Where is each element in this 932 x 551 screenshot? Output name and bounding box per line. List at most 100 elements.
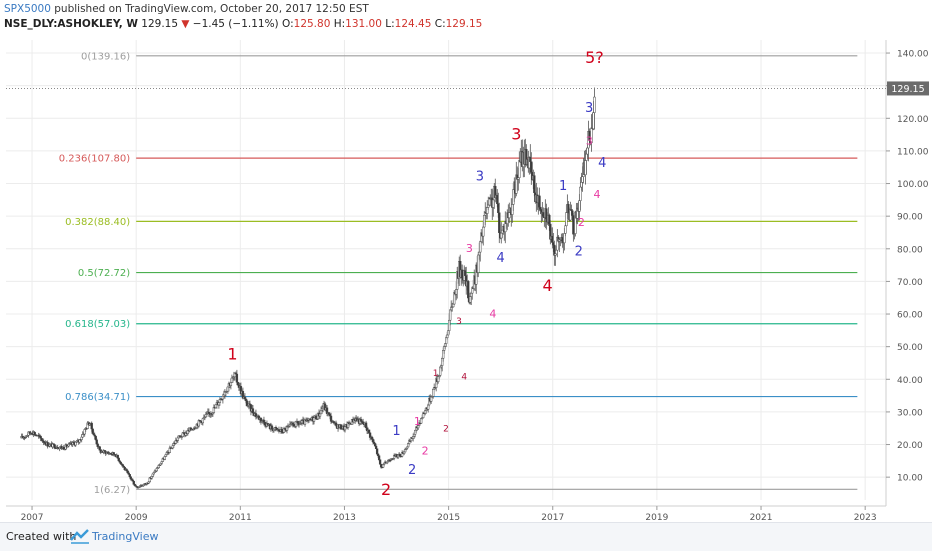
y-tick-label: 70.00 <box>897 278 923 288</box>
y-tick-label: 50.00 <box>897 343 923 353</box>
wave-label: 4 <box>489 307 496 320</box>
low-label: L: <box>385 18 395 30</box>
chart-header: SPX5000 published on TradingView.com, Oc… <box>0 0 932 36</box>
wave-label: 4 <box>594 188 601 201</box>
candle-body <box>163 456 166 460</box>
time-axis[interactable]: 2007 2009 2011 2013 2015 2017 2019 2021 2023 <box>6 505 886 522</box>
y-tick-label: 10.00 <box>897 474 923 484</box>
fib-level-label: 0.236(107.80) <box>59 154 131 165</box>
price-chart[interactable]: 0(139.16) 0.236(107.80) 0.382(88.40) 0.5(72… <box>0 0 932 522</box>
open-label: O: <box>282 18 294 30</box>
fibonacci-retracement[interactable]: 0(139.16) 0.236(107.80) 0.382(88.40) 0.5(72… <box>59 51 858 496</box>
x-tick-label: 2021 <box>750 513 773 522</box>
y-tick-label: 60.00 <box>897 311 923 321</box>
y-tick-label: 30.00 <box>897 408 923 418</box>
close-value: 129.15 <box>445 18 483 30</box>
x-tick-label: 2015 <box>437 513 460 522</box>
y-tick-label: 120.00 <box>897 115 929 125</box>
price-axis[interactable]: 10.00 20.00 30.00 40.00 50.00 60.00 70.00 80.00… <box>6 40 929 506</box>
y-tick-label: 20.00 <box>897 441 923 451</box>
tradingview-logo-icon[interactable] <box>70 528 90 544</box>
x-tick-label: 2007 <box>21 513 44 522</box>
wave-label: 3 <box>585 101 593 116</box>
close-label: C: <box>434 18 446 30</box>
candle-body <box>176 437 179 441</box>
wave-label: 2 <box>575 244 583 259</box>
x-tick-label: 2013 <box>333 513 356 522</box>
price-series <box>20 87 596 489</box>
published-text: published on TradingView.com, October 20… <box>54 3 369 15</box>
wave-label: 1 <box>414 415 421 428</box>
tradingview-link[interactable]: TradingView <box>92 530 159 543</box>
fib-level-label: 0.382(88.40) <box>65 217 130 228</box>
ohlc-line: NSE_DLY:ASHOKLEY, W 129.15 ▼ −1.45 (−1.1… <box>4 18 482 30</box>
fib-level-label: 1(6.27) <box>94 485 131 496</box>
low-value: 124.45 <box>394 18 432 30</box>
candle-body <box>482 226 485 237</box>
wave-label: 3 <box>466 242 473 255</box>
candle-body <box>98 446 101 451</box>
x-tick-label: 2009 <box>125 513 148 522</box>
candle-body <box>374 445 378 449</box>
candle-body <box>318 413 322 417</box>
chart-grid <box>6 40 886 500</box>
x-tick-label: 2011 <box>229 513 252 522</box>
y-tick-label: 100.00 <box>897 180 929 190</box>
candle-body <box>479 241 482 253</box>
footer-bar: Created with TradingView <box>0 522 932 551</box>
candle-body <box>229 382 233 386</box>
candle-body <box>129 476 132 480</box>
author-link[interactable]: SPX5000 <box>4 3 51 15</box>
y-tick-label: 90.00 <box>897 213 923 223</box>
candle-body <box>461 269 464 279</box>
price-change: −1.45 (−1.11%) <box>192 18 279 30</box>
candle-body <box>593 96 596 113</box>
candle-body <box>564 225 567 234</box>
high-label: H: <box>333 18 346 30</box>
last-price-tag-label: 129.15 <box>891 84 924 95</box>
wave-label: 2 <box>381 480 391 499</box>
change-arrow-icon: ▼ <box>181 18 190 30</box>
fib-level-label: 0(139.16) <box>81 51 130 62</box>
fib-level-label: 0.786(34.71) <box>65 392 130 403</box>
wave-label: 1 <box>227 345 237 364</box>
wave-label: 1 <box>559 179 567 194</box>
wave-label: 2 <box>408 463 416 478</box>
wave-label: 3 <box>476 169 484 184</box>
x-tick-label: 2019 <box>645 513 668 522</box>
candle-body <box>378 459 382 465</box>
candle-body <box>379 463 383 468</box>
candle-body <box>432 388 435 397</box>
wave-label: 2 <box>578 216 585 229</box>
candle-body <box>518 160 521 178</box>
y-tick-label: 110.00 <box>897 147 929 157</box>
wave-label: 4 <box>461 372 467 382</box>
wave-label: 4 <box>598 156 606 171</box>
y-tick-label: 140.00 <box>897 50 929 60</box>
wave-label: 3 <box>456 317 462 327</box>
wave-label: 3 <box>586 134 593 147</box>
created-with-text: Created with <box>6 530 77 543</box>
wave-label: 4 <box>542 276 552 295</box>
x-tick-label: 2023 <box>854 513 877 522</box>
wave-label: 4 <box>497 251 505 266</box>
wave-label: 2 <box>422 444 429 457</box>
candle-body <box>430 396 433 402</box>
fib-level-label: 0.5(72.72) <box>78 268 130 279</box>
fib-level-label: 0.618(57.03) <box>65 319 130 330</box>
y-tick-label: 80.00 <box>897 245 923 255</box>
candle-body <box>508 212 511 219</box>
wave-label: 5? <box>585 48 604 67</box>
wave-label: 1 <box>392 424 400 439</box>
high-value: 131.00 <box>345 18 382 30</box>
wave-label: 3 <box>511 125 521 144</box>
open-value: 125.80 <box>293 18 331 30</box>
candle-body <box>235 373 239 383</box>
candle-body <box>377 455 381 460</box>
candle-body <box>572 215 575 235</box>
last-price: 129.15 <box>141 18 179 30</box>
symbol-label: NSE_DLY:ASHOKLEY, W <box>4 18 138 30</box>
publish-line: SPX5000 published on TradingView.com, Oc… <box>4 3 369 15</box>
last-price-tag <box>887 81 929 96</box>
